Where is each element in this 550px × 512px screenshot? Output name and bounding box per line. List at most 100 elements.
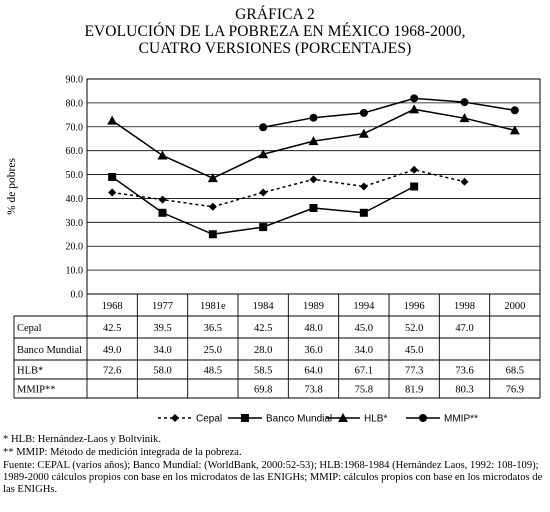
y-tick-label: 50.0 — [66, 170, 84, 181]
data-point-marker — [258, 149, 269, 159]
data-point-marker — [309, 204, 318, 212]
table-series-name: HLB* — [17, 365, 43, 376]
data-label: 36.5 — [204, 323, 222, 334]
y-tick-label: 0.0 — [71, 290, 84, 301]
data-label: 36.0 — [304, 345, 322, 356]
data-point-marker — [158, 195, 167, 204]
y-tick-label: 40.0 — [66, 194, 84, 205]
data-point-marker — [410, 165, 419, 174]
chart-title-line2: EVOLUCIÓN DE LA POBREZA EN MÉXICO 1968-2… — [84, 23, 466, 40]
data-point-marker — [259, 123, 268, 132]
x-tick-label: 1998 — [454, 301, 475, 312]
data-label: 80.3 — [455, 384, 473, 395]
y-tick-label: 80.0 — [66, 98, 84, 109]
data-label: 25.0 — [204, 345, 222, 356]
series-line-3 — [263, 97, 515, 128]
data-label: 34.0 — [153, 345, 171, 356]
x-tick-label: 2000 — [504, 301, 525, 312]
data-label: 69.8 — [254, 384, 272, 395]
data-point-marker — [107, 115, 118, 125]
data-label: 48.0 — [304, 323, 322, 334]
data-label: 72.6 — [103, 365, 121, 376]
data-label: 49.0 — [103, 345, 121, 356]
y-tick-label: 70.0 — [66, 122, 84, 133]
x-tick-label: 1994 — [353, 301, 375, 312]
table-series-name: Banco Mundial — [17, 345, 82, 356]
data-point-marker — [259, 223, 268, 232]
data-label: 28.0 — [254, 345, 272, 356]
data-point-marker — [359, 208, 368, 217]
data-label: 76.9 — [506, 384, 524, 395]
data-point-marker — [171, 414, 179, 422]
data-label: 42.5 — [103, 323, 121, 334]
data-point-marker — [459, 113, 470, 123]
x-tick-label: 1981e — [200, 301, 226, 312]
data-point-marker — [208, 202, 217, 211]
legend-label: Cepal — [196, 414, 222, 425]
data-point-marker — [108, 172, 117, 181]
x-tick-label: 1996 — [404, 301, 425, 312]
data-point-marker — [308, 136, 319, 146]
data-label: 77.3 — [405, 365, 423, 376]
data-point-marker — [158, 208, 167, 217]
table-series-name: MMIP** — [17, 384, 56, 395]
data-label: 47.0 — [455, 323, 473, 334]
data-point-marker — [108, 188, 117, 197]
x-tick-label: 1968 — [102, 301, 123, 312]
data-label: 34.0 — [355, 345, 373, 356]
data-point-marker — [410, 182, 419, 191]
data-point-marker — [509, 125, 520, 135]
data-point-marker — [460, 98, 469, 107]
x-tick-label: 1984 — [253, 301, 275, 312]
data-point-marker — [419, 414, 427, 422]
data-point-marker — [309, 113, 318, 122]
data-point-marker — [409, 104, 420, 114]
data-point-marker — [359, 182, 368, 191]
data-label: 39.5 — [153, 323, 171, 334]
data-point-marker — [410, 94, 419, 103]
x-tick-label: 1989 — [303, 301, 324, 312]
data-point-marker — [207, 173, 218, 183]
y-tick-label: 30.0 — [66, 218, 84, 229]
legend-label: MMIP** — [444, 414, 478, 425]
data-point-marker — [241, 414, 249, 422]
legend-label: HLB* — [364, 414, 387, 425]
data-label: 48.5 — [204, 365, 222, 376]
legend-label: Banco Mundial — [266, 414, 332, 425]
data-point-marker — [359, 108, 368, 117]
data-label: 67.1 — [355, 365, 373, 376]
data-label: 73.6 — [455, 365, 473, 376]
data-label: 58.5 — [254, 365, 272, 376]
chart-title-line3: CUATRO VERSIONES (PORCENTAJES) — [138, 40, 412, 57]
x-tick-label: 1977 — [152, 301, 173, 312]
data-point-marker — [358, 128, 369, 138]
y-tick-label: 90.0 — [66, 75, 84, 86]
data-label: 81.9 — [405, 384, 423, 395]
data-point-marker — [157, 150, 168, 160]
data-label: 45.0 — [405, 345, 423, 356]
series-line-0 — [112, 168, 465, 208]
data-label: 52.0 — [405, 323, 423, 334]
data-point-marker — [259, 188, 268, 197]
footnote-hlb: * HLB: Hernández-Laos y Boltvinik. — [3, 434, 161, 445]
y-axis-label: % de pobres — [6, 158, 18, 215]
footnote-mmip: ** MMIP: Método de medición integrada de… — [3, 447, 242, 458]
data-label: 75.8 — [355, 384, 373, 395]
data-point-marker — [510, 106, 519, 115]
data-point-marker — [338, 413, 348, 422]
data-label: 42.5 — [254, 323, 272, 334]
y-tick-label: 10.0 — [66, 266, 84, 277]
chart-title-line1: GRÁFICA 2 — [235, 6, 315, 23]
plot-area-border — [86, 78, 541, 295]
data-point-marker — [309, 175, 318, 184]
table-series-name: Cepal — [17, 323, 42, 334]
data-label: 58.0 — [153, 365, 171, 376]
data-point-marker — [460, 177, 469, 186]
data-label: 73.8 — [304, 384, 322, 395]
data-point-marker — [208, 230, 217, 239]
source-note: Fuente: CEPAL (varios años); Banco Mundi… — [3, 460, 543, 496]
y-tick-label: 60.0 — [66, 146, 84, 157]
y-tick-label: 20.0 — [66, 242, 84, 253]
data-label: 68.5 — [506, 365, 524, 376]
